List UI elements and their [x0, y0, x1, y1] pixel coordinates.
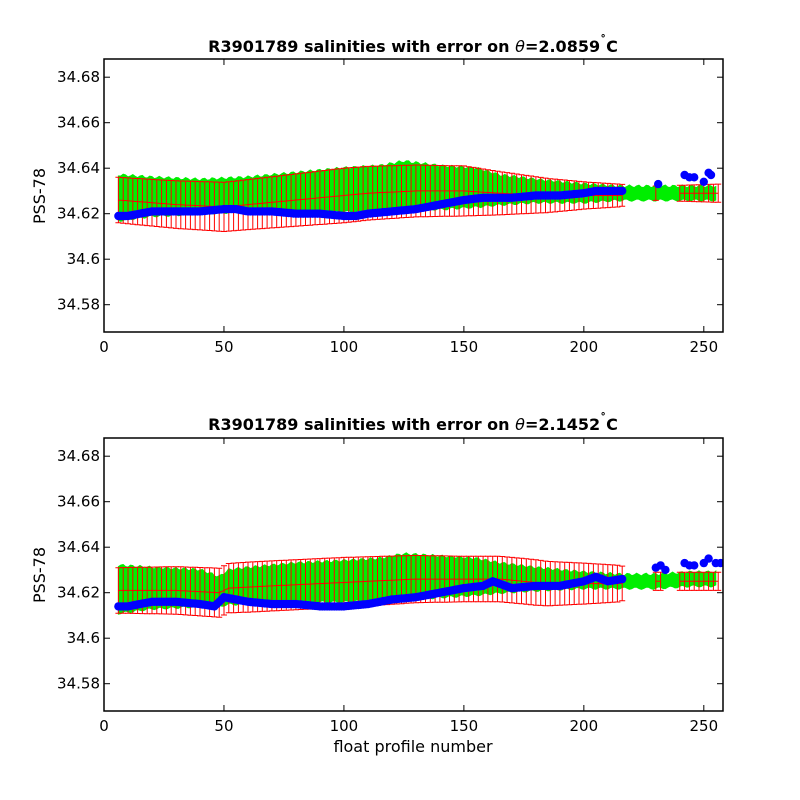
bottom-plot-area [114, 552, 723, 618]
top-plot-area [114, 160, 722, 232]
y-tick-label: 34.68 [57, 447, 100, 465]
bottom-axes-box [103, 437, 724, 712]
x-tick-label: 200 [570, 717, 599, 735]
y-tick-label: 34.58 [57, 675, 100, 693]
x-tick-label: 100 [330, 717, 359, 735]
bottom-x-axis-label: float profile number [333, 737, 493, 756]
float-point [690, 561, 699, 570]
y-tick-label: 34.66 [57, 114, 100, 132]
x-tick-label: 50 [214, 717, 233, 735]
x-tick-label: 150 [450, 717, 479, 735]
x-tick-label: 200 [570, 338, 599, 356]
float-point [618, 574, 627, 584]
x-tick-label: 250 [689, 717, 718, 735]
bottom-axes-frame: 0 50 100 150 200 250 34.58 34.6 34.62 34.64 34.66 3… [57, 437, 724, 735]
x-tick-label: 100 [330, 338, 359, 356]
y-tick-label: 34.62 [57, 205, 100, 223]
x-tick-label: 0 [99, 717, 109, 735]
float-point [699, 177, 708, 186]
bottom-subplot: R3901789 salinities with error on θ=2.14… [30, 411, 724, 756]
x-tick-label: 0 [99, 338, 109, 356]
y-tick-label: 34.68 [57, 68, 100, 86]
bottom-float-points [114, 554, 723, 611]
y-tick-label: 34.58 [57, 296, 100, 314]
top-float-points [114, 168, 716, 221]
float-point [704, 554, 713, 563]
y-tick-label: 34.64 [57, 159, 100, 177]
top-chart-title: R3901789 salinities with error on θ=2.08… [208, 33, 618, 56]
y-tick-label: 34.6 [67, 629, 100, 647]
bottom-chart-title: R3901789 salinities with error on θ=2.14… [208, 411, 618, 434]
top-axes-frame: 0 50 100 150 200 250 34.58 34.6 34.62 34.64 34.66 3… [57, 58, 724, 356]
x-tick-label: 50 [214, 338, 233, 356]
float-point [706, 170, 716, 180]
float-point [618, 186, 627, 196]
y-tick-label: 34.66 [57, 493, 100, 511]
top-y-axis-label: PSS-78 [30, 168, 49, 224]
y-tick-label: 34.64 [57, 538, 100, 556]
y-tick-label: 34.6 [67, 250, 100, 268]
x-tick-label: 150 [450, 338, 479, 356]
bottom-y-axis-label: PSS-78 [30, 547, 49, 603]
top-axes-box [103, 58, 724, 333]
y-tick-label: 34.62 [57, 584, 100, 602]
float-point [716, 558, 723, 568]
float-point [690, 173, 699, 182]
top-subplot: R3901789 salinities with error on θ=2.08… [30, 33, 724, 356]
x-tick-label: 250 [689, 338, 718, 356]
float-point [654, 179, 663, 189]
float-point [661, 565, 670, 575]
